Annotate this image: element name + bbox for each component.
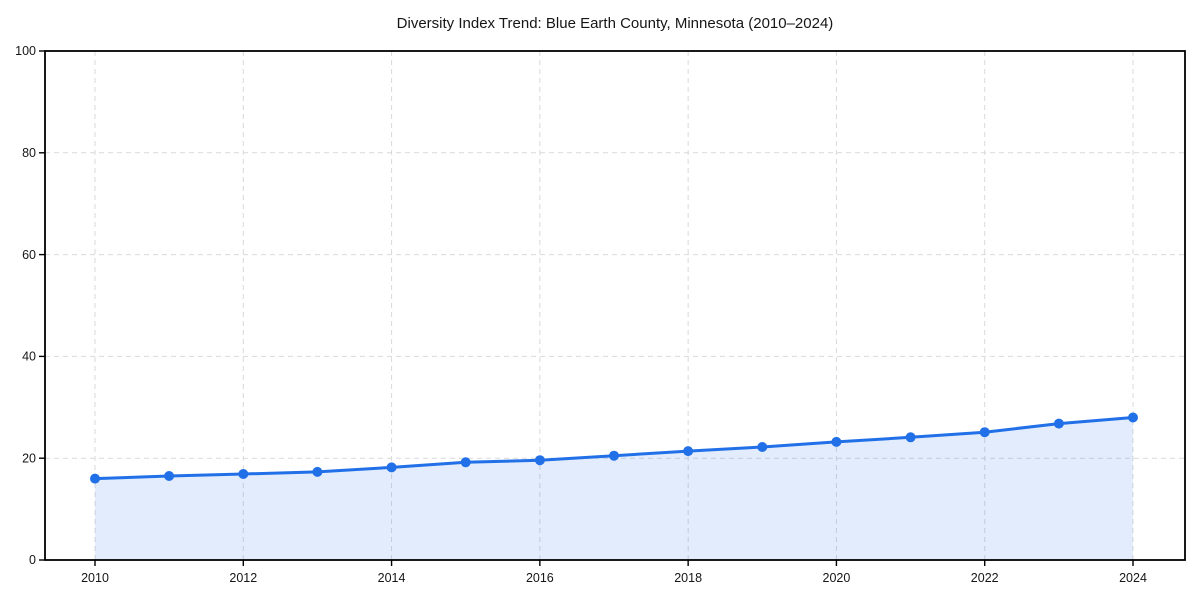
- x-tick-label: 2012: [229, 571, 257, 585]
- data-point-2020: [831, 436, 842, 447]
- data-point-2015: [460, 457, 471, 468]
- y-tick-label: 20: [22, 451, 36, 465]
- data-point-2012: [238, 469, 249, 479]
- y-tick-label: 80: [22, 146, 36, 160]
- chart-title: Diversity Index Trend: Blue Earth County…: [397, 15, 834, 32]
- data-point-2013: [312, 466, 323, 477]
- y-tick-label: 100: [15, 44, 36, 58]
- data-point-2017: [609, 450, 619, 461]
- data-point-2014: [386, 462, 397, 473]
- y-tick-label: 0: [29, 553, 36, 567]
- x-tick-label: 2014: [378, 571, 406, 585]
- x-tick-label: 2022: [971, 571, 999, 585]
- area-fill: [95, 417, 1133, 560]
- data-point-2016: [534, 455, 545, 466]
- x-tick-label: 2020: [823, 571, 851, 585]
- data-point-2018: [683, 446, 694, 457]
- y-tick-label: 40: [22, 350, 36, 364]
- x-tick-label: 2018: [674, 571, 702, 585]
- data-point-2010: [90, 473, 100, 484]
- data-point-2019: [757, 442, 768, 452]
- x-tick-label: 2024: [1119, 571, 1147, 585]
- data-point-2024: [1128, 412, 1138, 423]
- data-point-2011: [164, 471, 175, 481]
- y-tick-label: 60: [22, 248, 36, 262]
- data-point-2023: [1053, 418, 1064, 429]
- axis-spines: [44, 50, 1186, 561]
- plot-area: 2010 2012 2014 2016 2018 2020 2022 2024 0 20 40 60 8…: [15, 44, 1186, 585]
- data-point-2021: [905, 432, 916, 443]
- x-tick-label: 2010: [81, 571, 109, 585]
- x-tick-label: 2016: [526, 571, 554, 585]
- data-point-2022: [979, 427, 990, 438]
